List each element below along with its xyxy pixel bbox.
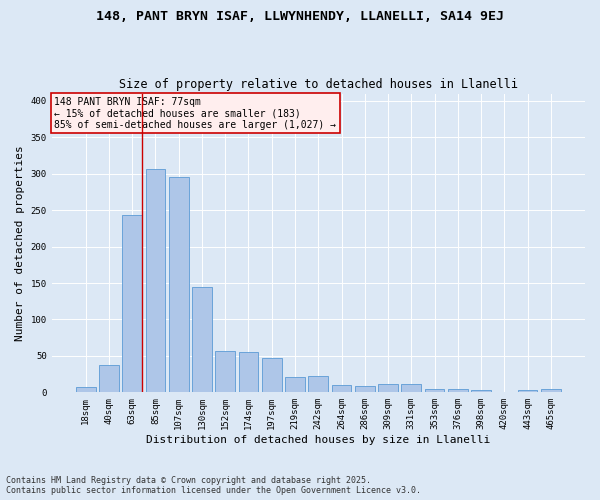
Bar	[541, 390, 561, 392]
Bar	[332, 385, 352, 392]
Bar	[518, 390, 538, 392]
Bar	[99, 364, 119, 392]
Text: 148 PANT BRYN ISAF: 77sqm
← 15% of detached houses are smaller (183)
85% of semi: 148 PANT BRYN ISAF: 77sqm ← 15% of detac…	[54, 96, 336, 130]
Bar	[471, 390, 491, 392]
Bar	[76, 386, 95, 392]
Bar	[122, 214, 142, 392]
Bar	[262, 358, 281, 392]
Title: Size of property relative to detached houses in Llanelli: Size of property relative to detached ho…	[119, 78, 518, 91]
Bar	[285, 377, 305, 392]
X-axis label: Distribution of detached houses by size in Llanelli: Distribution of detached houses by size …	[146, 435, 490, 445]
Bar	[378, 384, 398, 392]
Text: Contains HM Land Registry data © Crown copyright and database right 2025.
Contai: Contains HM Land Registry data © Crown c…	[6, 476, 421, 495]
Bar	[425, 388, 445, 392]
Bar	[308, 376, 328, 392]
Bar	[215, 351, 235, 393]
Bar	[239, 352, 259, 393]
Bar	[355, 386, 374, 392]
Y-axis label: Number of detached properties: Number of detached properties	[15, 145, 25, 341]
Text: 148, PANT BRYN ISAF, LLWYNHENDY, LLANELLI, SA14 9EJ: 148, PANT BRYN ISAF, LLWYNHENDY, LLANELL…	[96, 10, 504, 23]
Bar	[448, 390, 468, 392]
Bar	[401, 384, 421, 392]
Bar	[169, 178, 188, 392]
Bar	[146, 168, 166, 392]
Bar	[192, 288, 212, 393]
